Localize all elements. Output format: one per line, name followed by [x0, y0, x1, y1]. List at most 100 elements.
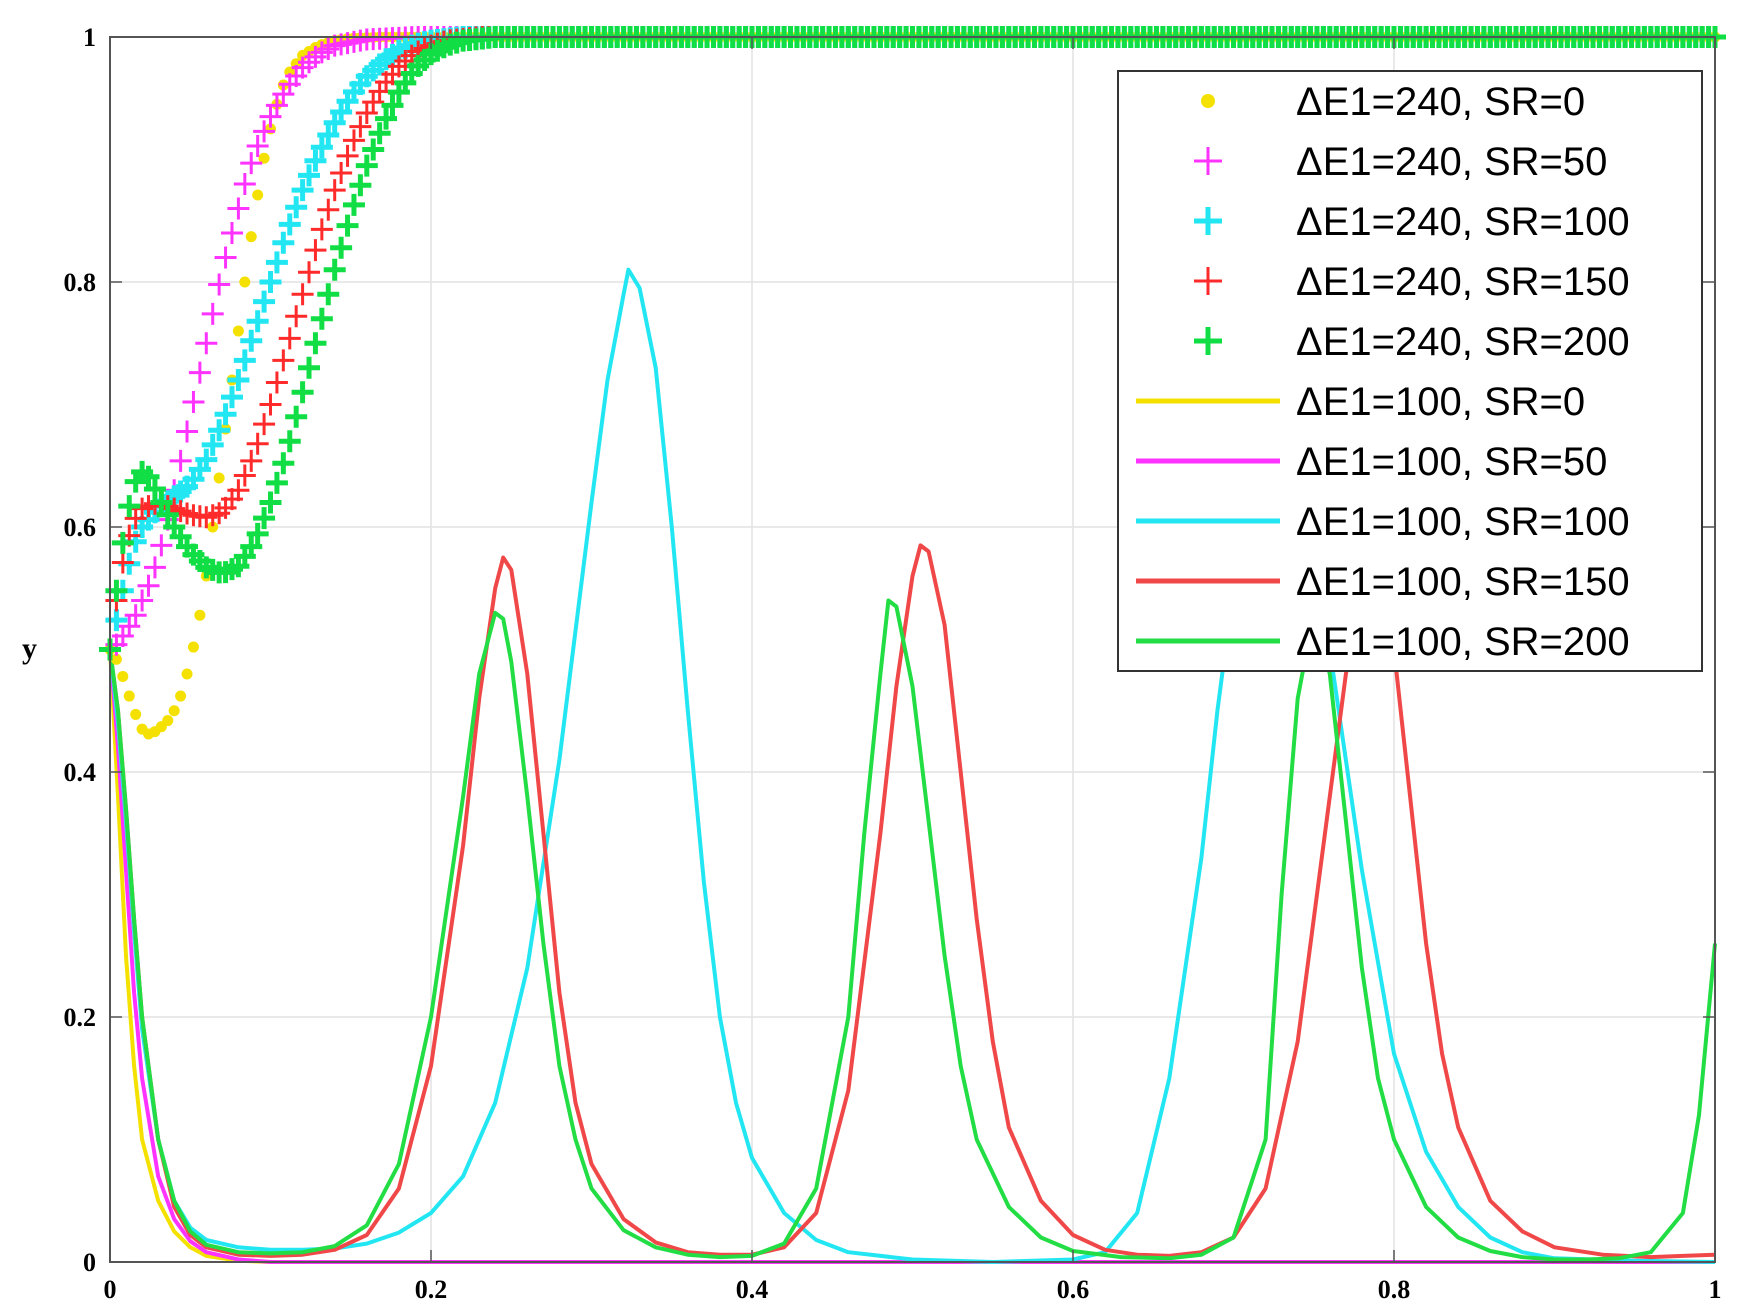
- data-point: [169, 449, 192, 472]
- data-point: [298, 261, 321, 284]
- legend-item: ΔE1=240, SR=200: [1194, 320, 1630, 364]
- legend-label: ΔE1=240, SR=100: [1296, 200, 1630, 244]
- data-point: [227, 479, 250, 502]
- data-point: [1201, 94, 1215, 108]
- data-point: [137, 574, 160, 597]
- legend-label: ΔE1=100, SR=50: [1296, 440, 1607, 484]
- data-point: [214, 246, 237, 269]
- data-point: [182, 391, 205, 414]
- data-point: [150, 491, 173, 514]
- data-point: [111, 531, 134, 554]
- data-point: [194, 609, 206, 621]
- data-point: [227, 369, 250, 391]
- series-line-group: [108, 598, 1717, 1262]
- data-point: [310, 218, 333, 241]
- data-point: [220, 386, 243, 409]
- legend-item: ΔE1=100, SR=200: [1136, 620, 1630, 664]
- data-point: [298, 356, 321, 379]
- ticks: 0 0.2 0.4 0.6 0.8 1 0 0.2 0.4 0.6 0.8 1: [64, 23, 1722, 1304]
- data-point: [207, 521, 219, 533]
- data-point: [239, 276, 251, 288]
- x-tick-label: 0.6: [1057, 1275, 1090, 1304]
- data-point: [259, 271, 282, 293]
- data-point: [117, 670, 129, 682]
- data-point: [304, 149, 327, 172]
- data-point: [187, 641, 199, 653]
- data-point: [304, 332, 327, 355]
- legend-label: ΔE1=100, SR=200: [1296, 620, 1630, 664]
- data-point: [1194, 207, 1222, 235]
- legend-item: ΔE1=100, SR=0: [1136, 380, 1585, 424]
- data-point: [258, 152, 270, 164]
- legend-label: ΔE1=100, SR=100: [1296, 500, 1630, 544]
- data-point: [156, 503, 179, 526]
- data-point: [232, 325, 244, 337]
- data-point: [349, 174, 372, 197]
- data-point: [201, 433, 224, 456]
- data-point: [227, 197, 250, 220]
- data-point: [240, 329, 263, 352]
- series-line-group: [108, 649, 1715, 1264]
- data-point: [124, 604, 147, 627]
- data-point: [330, 236, 353, 259]
- x-tick-label: 0.4: [736, 1275, 769, 1304]
- data-point: [381, 94, 404, 117]
- data-point: [291, 283, 314, 306]
- legend-item: ΔE1=100, SR=50: [1136, 440, 1607, 484]
- x-tick-label: 0.2: [415, 1275, 448, 1304]
- data-point: [375, 107, 398, 130]
- data-point: [1194, 147, 1222, 175]
- legend-label: ΔE1=240, SR=0: [1296, 80, 1585, 124]
- data-point: [272, 349, 295, 372]
- data-point: [143, 478, 166, 501]
- data-point: [323, 179, 346, 202]
- legend: ΔE1=240, SR=0 ΔE1=240, SR=50 ΔE1=240, SR=1…: [1117, 70, 1703, 672]
- series-line: [108, 649, 1715, 1264]
- data-point: [195, 448, 218, 471]
- data-point: [208, 419, 231, 442]
- data-point: [285, 405, 308, 428]
- data-point: [310, 307, 333, 330]
- data-point: [342, 129, 365, 152]
- x-tick-label: 1: [1709, 1275, 1722, 1304]
- data-point: [176, 420, 199, 443]
- data-point: [246, 135, 269, 158]
- data-point: [162, 715, 174, 727]
- legend-label: ΔE1=240, SR=150: [1296, 260, 1630, 304]
- legend-label: ΔE1=100, SR=0: [1296, 380, 1585, 424]
- data-point: [110, 653, 122, 665]
- legend-item: ΔE1=240, SR=100: [1194, 200, 1630, 244]
- data-point: [214, 403, 237, 426]
- data-point: [317, 283, 340, 306]
- data-point: [240, 535, 263, 558]
- legend-item: ΔE1=240, SR=150: [1194, 260, 1630, 304]
- data-point: [118, 615, 141, 638]
- data-point: [233, 349, 256, 372]
- data-point: [245, 231, 257, 243]
- data-point: [253, 290, 276, 313]
- data-point: [188, 361, 211, 384]
- data-point: [130, 708, 142, 720]
- legend-label: ΔE1=240, SR=50: [1296, 140, 1607, 184]
- plot-frame: [109, 36, 1716, 1263]
- data-point: [220, 222, 243, 244]
- data-point: [195, 332, 218, 355]
- data-point: [201, 302, 224, 325]
- data-point: [362, 138, 385, 161]
- data-point: [1194, 327, 1222, 355]
- data-point: [111, 551, 134, 574]
- y-tick-label: 0.2: [64, 1003, 97, 1032]
- data-point: [208, 273, 231, 296]
- data-point: [368, 122, 391, 145]
- data-point: [252, 189, 264, 201]
- data-point: [272, 452, 295, 475]
- y-tick-label: 0.4: [64, 758, 97, 787]
- data-point: [259, 105, 282, 128]
- data-point: [310, 136, 333, 159]
- data-point: [278, 327, 301, 350]
- data-point: [233, 464, 256, 487]
- data-point: [168, 705, 180, 717]
- data-point: [181, 668, 193, 680]
- data-point: [253, 120, 276, 143]
